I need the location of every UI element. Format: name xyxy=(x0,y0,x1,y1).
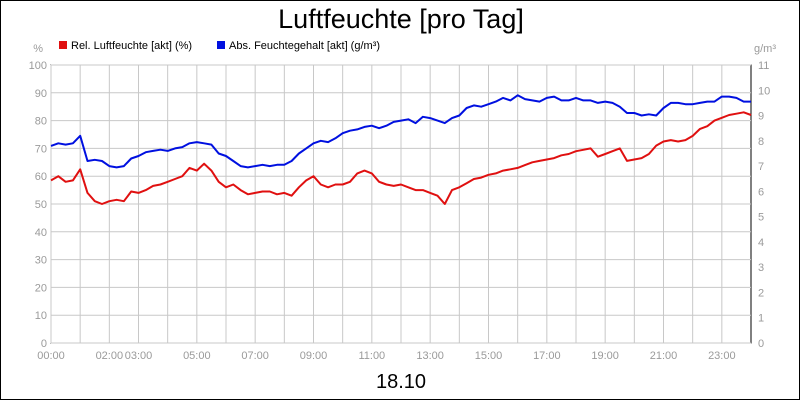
y-tick-left: 60 xyxy=(35,171,47,183)
chart-legend: Rel. Luftfeuchte [akt] (%) Abs. Feuchteg… xyxy=(59,40,380,52)
y-tick-right: 0 xyxy=(758,338,764,350)
series-line-rel-humidity xyxy=(50,111,752,205)
x-tick-label: 05:00 xyxy=(183,350,211,362)
y-tick-right: 7 xyxy=(758,161,764,173)
y-tick-left: 80 xyxy=(35,116,47,128)
x-tick-label: 23:00 xyxy=(708,350,736,362)
grid-lines xyxy=(50,64,751,344)
left-axis-unit: % xyxy=(33,43,43,55)
y-tick-right: 6 xyxy=(758,186,764,198)
x-tick-label: 17:00 xyxy=(533,350,561,362)
x-tick-label: 21:00 xyxy=(650,350,678,362)
legend-label-abs-humidity: Abs. Feuchtegehalt [akt] (g/m³) xyxy=(229,40,380,52)
x-tick-label: 07:00 xyxy=(241,350,269,362)
x-tick-label: 15:00 xyxy=(475,350,503,362)
y-tick-left: 90 xyxy=(35,88,47,100)
y-tick-left: 70 xyxy=(35,143,47,155)
y-tick-right: 2 xyxy=(758,287,764,299)
y-tick-right: 9 xyxy=(758,111,764,123)
y-tick-right: 5 xyxy=(758,212,764,224)
y-tick-right: 8 xyxy=(758,136,764,148)
x-tick-label: 09:00 xyxy=(300,350,328,362)
x-tick-label: 02:00 xyxy=(96,350,124,362)
y-tick-right: 3 xyxy=(758,262,764,274)
x-tick-label: 19:00 xyxy=(591,350,619,362)
legend-swatch-abs-humidity xyxy=(217,41,225,49)
chart-title: Luftfeuchte [pro Tag] xyxy=(278,4,524,34)
y-tick-right: 4 xyxy=(758,237,764,249)
x-tick-label: 03:00 xyxy=(125,350,153,362)
y-tick-left: 50 xyxy=(35,199,47,211)
y-tick-left: 10 xyxy=(35,310,47,322)
y-tick-right: 10 xyxy=(758,85,770,97)
y-tick-left: 40 xyxy=(35,227,47,239)
date-label: 18.10 xyxy=(376,371,426,393)
y-tick-left: 0 xyxy=(41,338,47,350)
x-tick-label: 11:00 xyxy=(358,350,385,362)
right-axis-unit: g/m³ xyxy=(754,43,776,55)
y-tick-right: 1 xyxy=(758,313,764,325)
axis-tick-labels: 0 10 20 30 40 50 60 70 80 90 100 0 1 2 3 4 5 6 7 8 9 10 11 00:0… xyxy=(29,60,771,362)
x-tick-label: 00:00 xyxy=(37,350,65,362)
y-tick-left: 100 xyxy=(29,60,47,72)
y-tick-left: 30 xyxy=(35,255,47,267)
legend-label-rel-humidity: Rel. Luftfeuchte [akt] (%) xyxy=(71,40,192,52)
series-line-abs-humidity xyxy=(50,94,751,169)
x-tick-label: 13:00 xyxy=(416,350,444,362)
legend-swatch-rel-humidity xyxy=(59,41,67,49)
series-lines xyxy=(50,94,752,205)
y-tick-left: 20 xyxy=(35,282,47,294)
y-tick-right: 11 xyxy=(758,60,769,72)
